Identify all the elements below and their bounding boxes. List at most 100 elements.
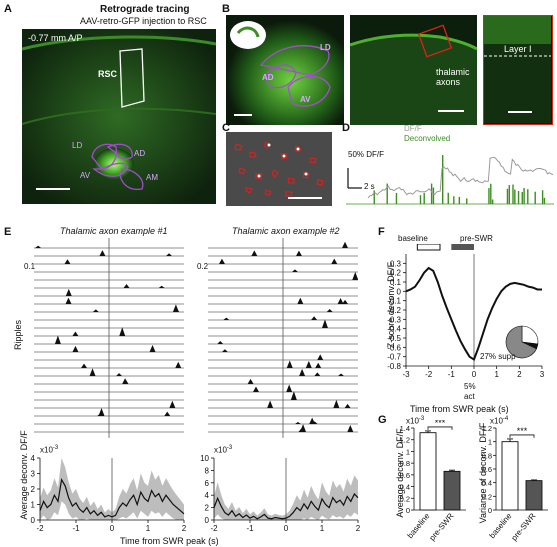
- y-tick-label: 2: [31, 485, 36, 494]
- ripple-event: [317, 354, 324, 360]
- ripple-event: [295, 250, 302, 256]
- ripple-event: [321, 319, 328, 328]
- y-tick-label: 0.2: [482, 492, 492, 501]
- panel-a-brain-image: -0.77 mm A/P RSC LD AD AV AM: [22, 29, 216, 204]
- ripple-event: [251, 250, 258, 256]
- deconv-event: [395, 192, 398, 204]
- panel-g-exp1: x10-3: [406, 416, 424, 426]
- ripple-event: [164, 411, 171, 416]
- deconv-event: [512, 184, 514, 204]
- ripple-event: [97, 413, 104, 416]
- deconv-event: [543, 197, 546, 204]
- ripple-event: [221, 349, 228, 352]
- significance-stars: ***: [435, 420, 446, 428]
- panel-d-legend-dff: DF/F: [404, 124, 422, 133]
- ripple-event: [65, 288, 72, 296]
- panel-label-g: G: [378, 414, 387, 426]
- deconv-event: [541, 190, 544, 204]
- y-tick-label: 0.3: [390, 259, 402, 268]
- panel-g-exp2: x10-4: [490, 416, 508, 426]
- y-tick-label: -0.2: [387, 306, 401, 315]
- deconv-event: [458, 196, 461, 204]
- panel-a-coord: -0.77 mm A/P: [28, 33, 83, 43]
- y-tick-label: 0: [397, 287, 402, 296]
- ripple-event: [342, 241, 349, 248]
- x-tick-label: pre-SWR: [427, 511, 455, 542]
- panel-g-exp1-base: x10: [406, 416, 419, 426]
- ripple-event: [294, 421, 301, 424]
- ripple-event: [300, 424, 307, 432]
- deconv-event: [523, 188, 525, 204]
- panel-label-a: A: [4, 3, 12, 15]
- panel-a-brain-drawing: [22, 29, 216, 204]
- significance-stars: ***: [517, 426, 528, 436]
- ripple-event: [247, 378, 254, 384]
- ripple-event: [299, 368, 306, 376]
- ripple-event: [81, 363, 88, 368]
- ripple-event: [347, 424, 354, 432]
- ripple-event: [169, 400, 176, 408]
- y-tick-label: 0: [31, 516, 36, 525]
- panel-f-chart: -3 -2 -1 0 1 2 3 -0.8-0.7-0.6-0.5-0.4-0.3-0.2-0…: [387, 244, 545, 379]
- panel-a-title: Retrograde tracing: [100, 4, 190, 15]
- panel-c-roi-drawing: [226, 132, 332, 206]
- panel-b-layer-image: Layer I: [483, 15, 553, 125]
- sem-band: [214, 475, 358, 520]
- ripple-event: [217, 340, 224, 344]
- ripple-event: [337, 298, 344, 304]
- ripple-event: [305, 360, 312, 368]
- panel-e-exp2: x10-3: [214, 445, 232, 455]
- x-tick-label: 2: [356, 524, 361, 533]
- ripple-event: [119, 327, 126, 336]
- ripple-event: [290, 391, 297, 400]
- x-tick-label: 0: [284, 524, 289, 533]
- y-tick-label: -0.4: [387, 325, 401, 334]
- y-tick-label: 0.1: [390, 278, 402, 287]
- ripple-event: [99, 250, 106, 256]
- ripple-event: [342, 299, 349, 304]
- y-tick-label: 0: [488, 506, 492, 515]
- ripple-event: [72, 345, 79, 352]
- panel-c-roi-image: [226, 132, 332, 206]
- panel-e-scale1: 0.1: [24, 262, 36, 271]
- deconv-event: [453, 196, 455, 204]
- y-tick-label: 8: [205, 466, 210, 475]
- panel-e-raster-ylabel: Ripples: [13, 320, 23, 351]
- significance-bracket: [509, 434, 535, 438]
- y-tick-label: 0: [205, 516, 210, 525]
- y-tick-label: 1: [406, 447, 410, 456]
- panel-e-raster-1: [34, 238, 184, 438]
- ripple-event: [172, 304, 179, 312]
- y-tick-label: 1.2: [400, 436, 410, 445]
- ripple-event: [286, 384, 293, 392]
- panel-e-xlabel: Time from SWR peak (s): [120, 536, 219, 546]
- deconv-event: [534, 191, 536, 204]
- panel-b-axons-image: thalamic axons: [350, 15, 477, 125]
- ripple-event: [297, 297, 304, 304]
- panel-e-exp2-pow: -3: [226, 445, 233, 451]
- panel-e-avg-chart-2: -2 -1 0 1 2 0 2 4 6 8 10: [200, 454, 361, 533]
- y-tick-label: 0: [406, 506, 410, 515]
- y-tick-label: 1.2: [482, 424, 492, 433]
- ripple-event: [337, 373, 344, 376]
- x-tick-label: 2: [182, 524, 187, 533]
- y-tick-label: 1.4: [400, 424, 410, 433]
- y-tick-label: -0.7: [387, 353, 401, 362]
- x-tick-label: -2: [210, 524, 218, 533]
- x-tick-label: -2: [425, 370, 433, 379]
- ripple-event: [54, 335, 61, 344]
- panel-a-subtitle: AAV-retro-GFP injection to RSC: [80, 16, 207, 26]
- bar-baseline: [501, 441, 519, 511]
- panel-e-exp1: x10-3: [40, 445, 58, 455]
- panel-e-example2-title: Thalamic axon example #2: [232, 226, 340, 236]
- y-tick-label: 0.4: [482, 479, 492, 488]
- mean-trace: [213, 492, 359, 520]
- y-tick-label: 0.8: [400, 459, 410, 468]
- ripple-event: [311, 421, 318, 424]
- panel-g-exp2-base: x10: [490, 416, 503, 426]
- ripple-event: [122, 379, 129, 384]
- panel-f-preswr-label: pre-SWR: [460, 234, 493, 243]
- panel-e-exp1-pow: -3: [52, 445, 59, 451]
- panel-f-baseline-label: baseline: [398, 234, 428, 243]
